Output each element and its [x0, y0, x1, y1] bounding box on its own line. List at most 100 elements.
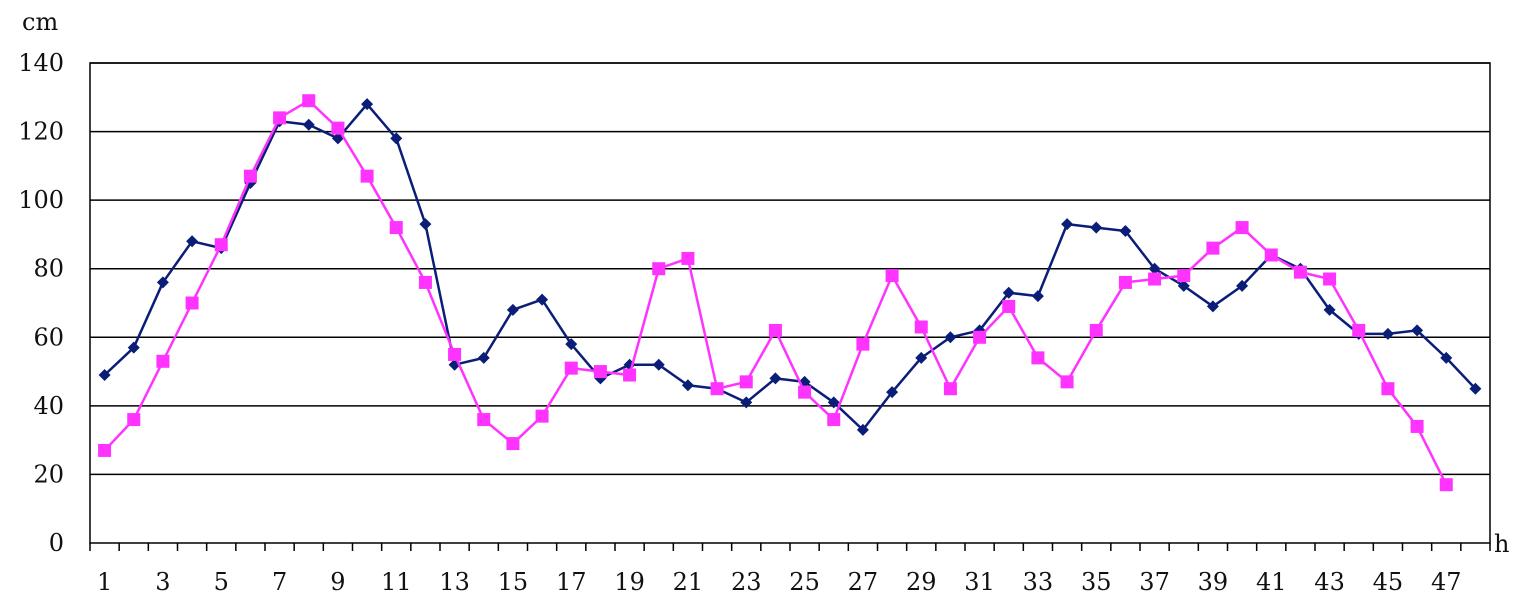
x-tick-label: 45: [1373, 568, 1404, 596]
series-1-point: [1119, 225, 1132, 237]
series-1-point: [740, 396, 753, 409]
x-tick-label: 31: [964, 568, 995, 596]
series-2-point: [623, 368, 637, 382]
series-2-point: [593, 365, 607, 379]
series-2-point: [243, 169, 257, 183]
series-2-point: [360, 169, 374, 183]
series-2-point: [1031, 351, 1045, 365]
series-2-point: [798, 385, 812, 399]
series-2-point: [418, 275, 432, 289]
y-tick-label: 40: [33, 392, 64, 420]
series-1-point: [1177, 279, 1190, 292]
series-2-point: [564, 361, 578, 375]
x-tick-label: 39: [1198, 568, 1229, 596]
x-tick-label: 27: [848, 568, 879, 596]
series-2-point: [710, 382, 724, 396]
series-1-point: [1002, 286, 1015, 299]
x-tick-label: 41: [1256, 568, 1287, 596]
series-2-point: [477, 413, 491, 427]
series-2-point: [856, 337, 870, 351]
series-2-point: [739, 375, 753, 389]
series-2-point: [943, 382, 957, 396]
x-axis-unit-label: h: [1494, 530, 1509, 558]
series-1-point: [915, 351, 928, 364]
series-1-point: [1061, 218, 1074, 231]
series-1-point: [1323, 303, 1336, 316]
series-1-point: [1206, 300, 1219, 313]
x-tick-label: 21: [673, 568, 704, 596]
series-1-point: [769, 372, 782, 385]
y-tick-label: 100: [18, 186, 64, 214]
series-2-point: [1293, 265, 1307, 279]
series-2-point: [1118, 275, 1132, 289]
series-1-point: [1090, 221, 1103, 234]
series-2-point: [1177, 269, 1191, 283]
axes: [89, 62, 1491, 551]
series-1-point: [477, 351, 490, 364]
y-tick-label: 20: [33, 460, 64, 488]
x-tick-label: 43: [1314, 568, 1345, 596]
x-tick-label: 23: [731, 568, 762, 596]
series-2-line: [103, 99, 1448, 486]
series-2-point: [1060, 375, 1074, 389]
series-2-point: [448, 347, 462, 361]
series-2-point: [1352, 323, 1366, 337]
series-1-point: [827, 396, 840, 409]
series-1-point: [98, 369, 111, 381]
x-tick-label: 33: [1023, 568, 1054, 596]
series-1-point: [1031, 290, 1044, 303]
series-1-point: [1411, 324, 1424, 337]
x-tick-label: 29: [906, 568, 937, 596]
series-1-point: [1236, 279, 1249, 292]
series-2-point: [185, 296, 199, 310]
series-2-point: [827, 413, 841, 427]
y-tick-label: 140: [18, 49, 64, 77]
series-2-point: [331, 121, 345, 135]
series-1-point: [1148, 262, 1161, 275]
x-tick-label: 19: [614, 568, 645, 596]
x-tick-label: 1: [97, 568, 112, 596]
series-2-point: [973, 330, 987, 344]
series-2-point: [302, 94, 316, 108]
series-1-point: [1440, 351, 1453, 364]
x-tick-label: 13: [439, 568, 470, 596]
series-1-point: [186, 235, 199, 248]
series-2-point: [156, 354, 170, 368]
x-tick-label: 11: [381, 568, 412, 596]
series-2-point: [214, 238, 228, 252]
x-tick-label: 35: [1081, 568, 1112, 596]
series-1-point: [944, 331, 957, 344]
series-1-line: [103, 102, 1477, 432]
series-1-point: [419, 218, 432, 231]
series-2-point: [535, 409, 549, 423]
series-1-point: [361, 98, 374, 111]
x-tick-label: 47: [1431, 568, 1462, 596]
series-1-point: [652, 358, 665, 371]
series-2-point: [1410, 419, 1424, 433]
series-2-point: [98, 443, 112, 457]
series-1-point: [886, 386, 899, 399]
series-layer: [98, 94, 1482, 492]
x-tick-label: 15: [498, 568, 529, 596]
x-tick-label: 17: [556, 568, 587, 596]
series-2-point: [1235, 221, 1249, 235]
x-tick-label: 5: [214, 568, 229, 596]
y-tick-label: 60: [33, 323, 64, 351]
series-1-point: [1381, 327, 1394, 340]
x-tick-label: 3: [155, 568, 170, 596]
series-2-point: [1439, 478, 1453, 492]
series-1-point: [156, 276, 169, 289]
series-2-point: [1002, 299, 1016, 313]
series-2-point: [273, 111, 287, 125]
series-1-point: [506, 303, 519, 316]
series-1-point: [127, 341, 140, 354]
series-2-point: [1089, 323, 1103, 337]
series-1: [98, 98, 1482, 436]
y-tick-label: 80: [33, 255, 64, 283]
series-2-point: [127, 413, 141, 427]
series-2-point: [885, 269, 899, 283]
y-tick-label: 0: [49, 529, 64, 557]
series-1-point: [536, 293, 549, 306]
